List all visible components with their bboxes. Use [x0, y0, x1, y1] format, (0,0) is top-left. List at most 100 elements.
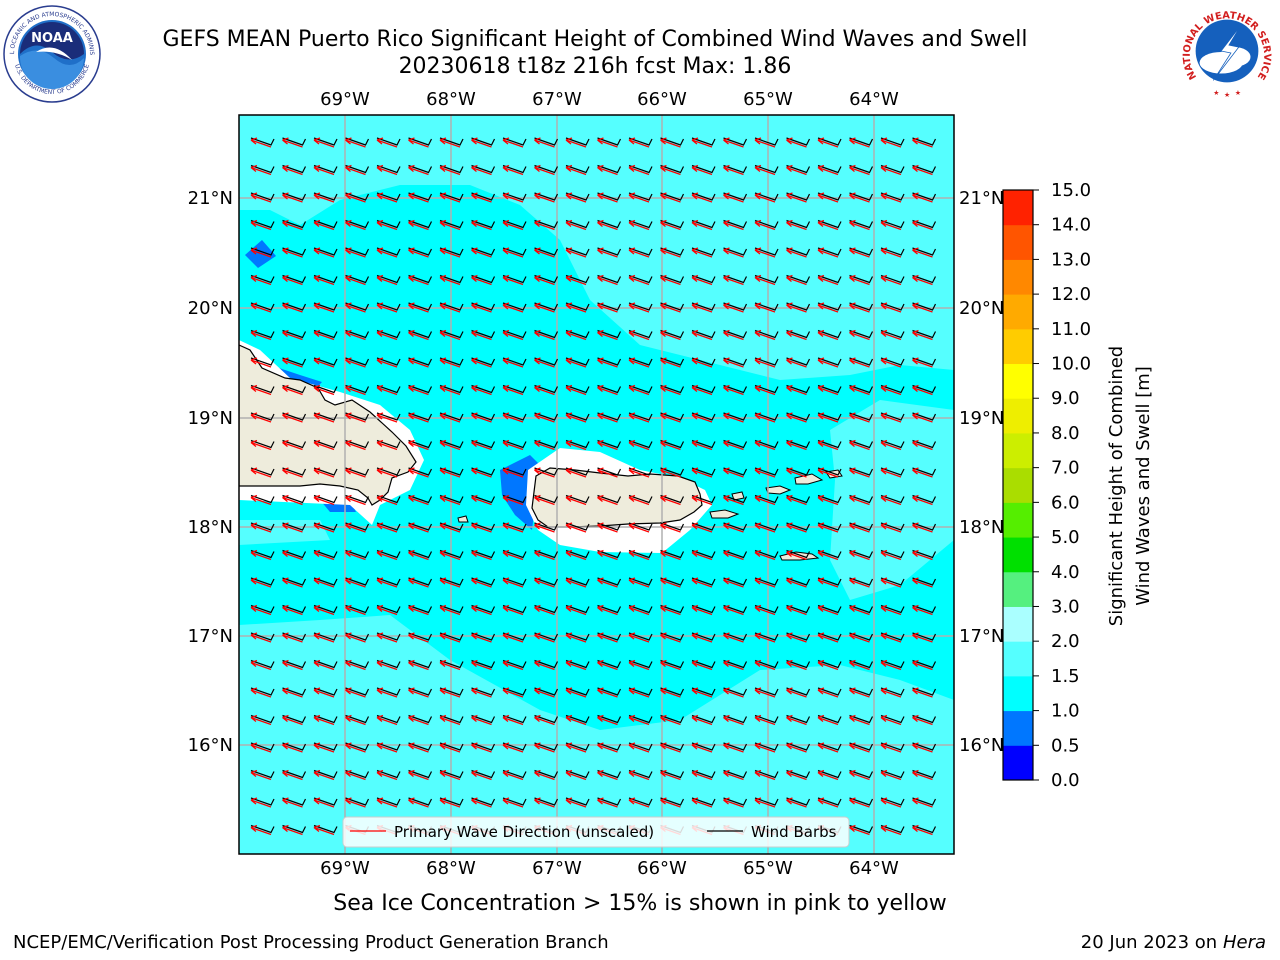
wave-arrow [313, 274, 335, 286]
wave-arrow [723, 769, 744, 781]
wave-arrow [880, 769, 902, 781]
wave-arrow [439, 247, 461, 258]
wind-barb [565, 302, 590, 311]
wind-barb [250, 412, 275, 421]
wave-arrow [597, 632, 618, 643]
wind-barb [376, 687, 401, 696]
wave-arrow [723, 192, 744, 203]
wind-barb [691, 412, 716, 421]
wind-barb [723, 659, 748, 669]
wave-arrow [502, 247, 524, 258]
wind-barb [754, 494, 779, 504]
wave-arrow [660, 164, 681, 176]
wave-arrow [849, 659, 870, 671]
wave-arrow [660, 769, 681, 781]
wind-barb [597, 742, 622, 751]
wave-arrow [849, 439, 870, 451]
wind-barbs [250, 137, 937, 834]
wave-arrow [439, 714, 461, 726]
wind-barb [376, 192, 401, 201]
wave-arrow [376, 549, 398, 561]
wind-barb [786, 797, 811, 806]
wind-barb [786, 192, 811, 201]
wind-barb [849, 742, 874, 751]
wind-barb [660, 797, 685, 806]
wave-arrow [723, 577, 744, 588]
wave-arrow [628, 769, 650, 781]
wind-barb [282, 384, 307, 394]
wave-arrow [565, 412, 587, 423]
wind-barb [628, 302, 653, 311]
wave-arrow [250, 494, 272, 506]
wave-arrow [912, 192, 933, 203]
wind-barb [817, 797, 842, 806]
wave-arrow [597, 522, 618, 533]
wind-barb [376, 632, 401, 641]
wave-arrow [250, 549, 272, 561]
wind-barb [880, 439, 905, 449]
wind-barb [660, 577, 685, 586]
wind-barb [345, 329, 370, 339]
wave-arrow [691, 687, 713, 698]
wind-barb [660, 439, 685, 449]
wind-barb [754, 357, 779, 366]
wind-barb [817, 439, 842, 449]
wave-arrow [345, 604, 366, 616]
wave-arrow [754, 384, 776, 396]
wave-arrow [723, 329, 744, 341]
wave-arrow [408, 192, 429, 203]
wind-barb [786, 164, 811, 174]
wind-barb [534, 659, 559, 669]
wave-arrow [502, 714, 524, 726]
wave-arrow [723, 522, 744, 533]
wave-arrow [691, 522, 713, 533]
wave-arrow [250, 824, 272, 836]
wave-arrow [502, 192, 524, 203]
colorbar-tick-label: 11.0 [1051, 319, 1091, 340]
wind-barb [660, 302, 685, 311]
wave-arrow [691, 797, 713, 808]
colorbar-tick-label: 13.0 [1051, 249, 1091, 270]
wind-barb [660, 412, 685, 421]
wave-arrow [817, 714, 839, 726]
wave-arrow [786, 687, 807, 698]
wave-arrow [534, 329, 555, 341]
wind-barb [691, 797, 716, 806]
wind-barb [849, 494, 874, 504]
lon-label: 69°W [320, 858, 370, 879]
wind-barb [723, 522, 748, 531]
wind-barb [502, 357, 527, 366]
wind-barb [628, 219, 653, 229]
wave-arrow [376, 659, 398, 671]
wave-arrow [660, 192, 681, 203]
wave-arrow [282, 384, 303, 396]
wave-arrow [376, 192, 398, 203]
wind-barb [597, 192, 622, 201]
wind-barb [565, 632, 590, 641]
wave-arrow [345, 192, 366, 203]
wave-arrow [723, 302, 744, 313]
wind-barb [534, 522, 559, 531]
wave-arrow [723, 274, 744, 286]
nws-logo: NATIONAL WEATHER SERVICE ★ ★ ★ [1179, 3, 1275, 99]
wind-barb [880, 467, 905, 476]
wind-barb [849, 302, 874, 311]
wave-arrow [502, 687, 524, 698]
wave-arrow [912, 164, 933, 176]
wind-barb [376, 714, 401, 724]
wave-arrow [880, 357, 902, 368]
wind-barb [628, 714, 653, 724]
wave-arrow [250, 412, 272, 423]
wind-barb [817, 384, 842, 394]
wind-barb [754, 549, 779, 559]
wave-arrow [723, 687, 744, 698]
wave-arrow [786, 577, 807, 588]
wind-barb [439, 604, 464, 614]
lat-labels-left: 21°N 20°N 19°N 18°N 17°N 16°N [188, 188, 233, 756]
wind-barb [628, 384, 653, 394]
wave-arrow [565, 604, 587, 616]
wave-arrow [660, 659, 681, 671]
wind-barb [912, 824, 937, 834]
wave-arrow [786, 659, 807, 671]
wave-arrow [691, 439, 713, 451]
